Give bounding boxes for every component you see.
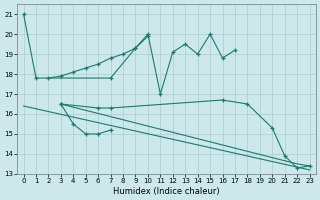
X-axis label: Humidex (Indice chaleur): Humidex (Indice chaleur) [113, 187, 220, 196]
